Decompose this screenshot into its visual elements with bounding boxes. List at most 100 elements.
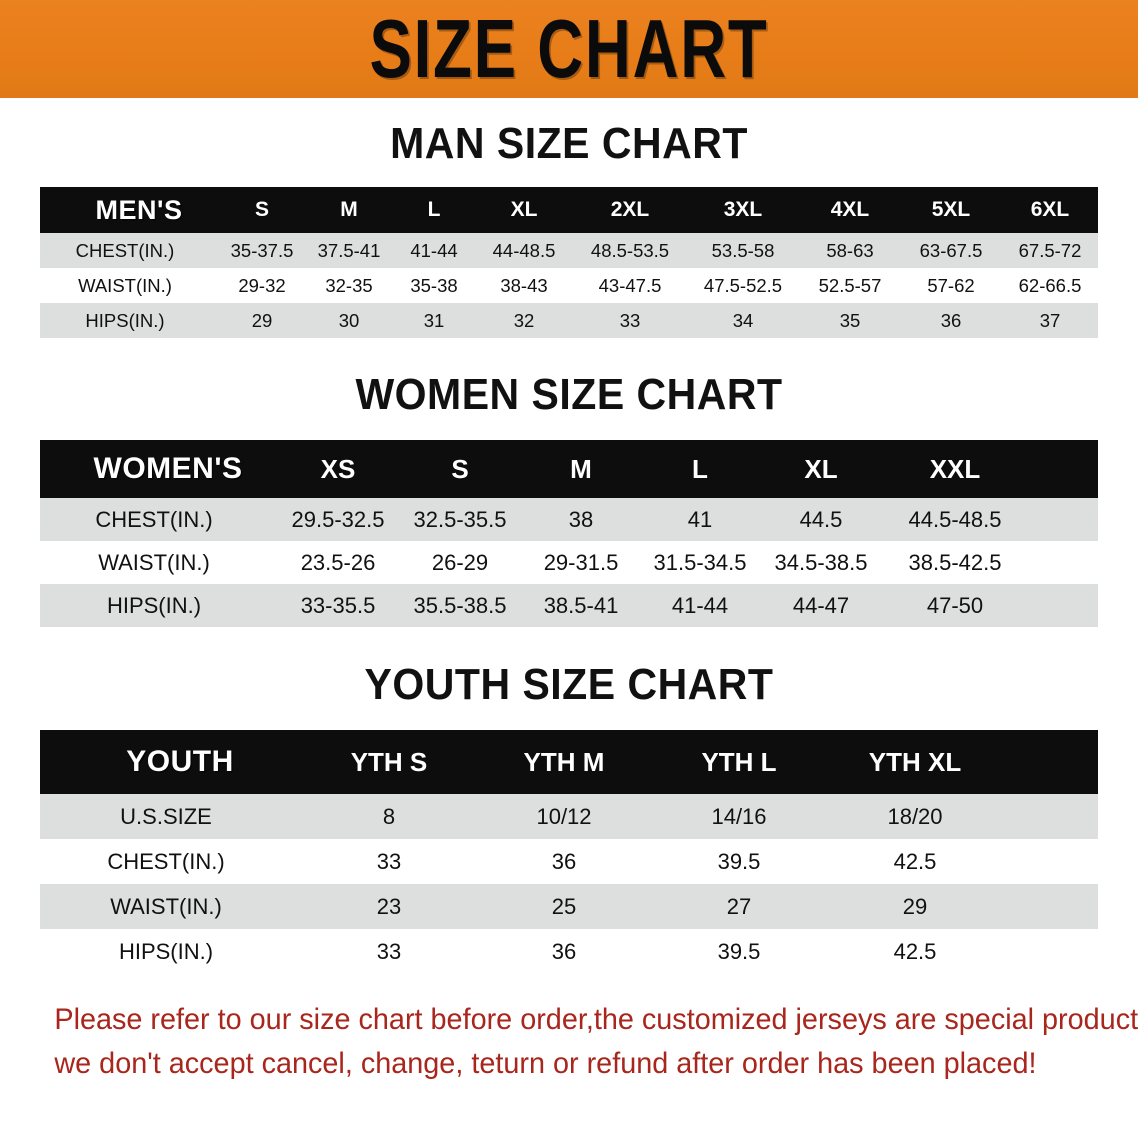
table-cell: 25 — [551, 893, 577, 919]
women-size-col-s: S — [451, 453, 469, 484]
table-cell: 36 — [551, 938, 577, 964]
youth-section-title: YOUTH SIZE CHART — [364, 659, 774, 709]
table-cell: 36 — [551, 848, 577, 874]
table-cell-spacer — [1004, 884, 1098, 929]
man-size-col-l: L — [427, 198, 441, 221]
man-size-col-4xl: 4XL — [830, 198, 870, 221]
youth-size-col-xl: YTH XL — [868, 746, 962, 777]
table-row: U.S.SIZE 8 10/12 14/16 18/20 — [40, 794, 1098, 839]
table-cell-spacer — [1028, 584, 1098, 627]
table-cell: 38.5-42.5 — [908, 549, 1002, 575]
table-cell: 33 — [376, 938, 402, 964]
table-cell: 52.5-57 — [818, 274, 882, 296]
women-row-label-chest: CHEST(IN.) — [95, 506, 213, 532]
table-cell: 38 — [568, 506, 594, 532]
women-size-col-m: M — [570, 453, 592, 484]
table-cell: 26-29 — [431, 549, 489, 575]
return-policy-line-2: we don't accept cancel, change, teturn o… — [54, 1046, 1037, 1080]
table-cell: 27 — [726, 893, 752, 919]
table-cell: 23 — [376, 893, 402, 919]
table-cell: 29-32 — [238, 274, 286, 296]
table-cell: 58-63 — [826, 239, 874, 261]
women-header-label: WOMEN'S — [93, 452, 243, 485]
table-cell: 39.5 — [717, 848, 761, 874]
table-cell: 31.5-34.5 — [653, 549, 747, 575]
youth-size-col-l: YTH L — [701, 746, 777, 777]
table-cell: 41-44 — [410, 239, 458, 261]
table-cell: 29 — [251, 309, 273, 331]
table-cell: 44.5-48.5 — [908, 506, 1002, 532]
table-row: HIPS(IN.) 33 36 39.5 42.5 — [40, 929, 1098, 974]
women-size-table: WOMEN'S XS S M L XL XXL CHEST(IN.) 29.5-… — [40, 440, 1098, 627]
table-cell-spacer — [1004, 839, 1098, 884]
table-cell: 44.5 — [799, 506, 843, 532]
table-cell: 42.5 — [893, 848, 937, 874]
man-size-section: MAN SIZE CHART MEN'S S M L XL 2XL 3XL 4X… — [0, 119, 1138, 338]
man-size-col-6xl: 6XL — [1030, 198, 1070, 221]
table-cell: 35-38 — [410, 274, 458, 296]
table-cell: 33 — [619, 309, 641, 331]
youth-size-col-s: YTH S — [350, 746, 428, 777]
table-row: WAIST(IN.) 29-32 32-35 35-38 38-43 43-47… — [40, 268, 1098, 303]
table-cell-spacer — [1004, 929, 1098, 974]
table-cell: 44-48.5 — [492, 239, 556, 261]
man-size-table: MEN'S S M L XL 2XL 3XL 4XL 5XL 6XL CHEST… — [40, 187, 1098, 338]
table-cell: 42.5 — [893, 938, 937, 964]
women-row-label-hips: HIPS(IN.) — [106, 592, 202, 618]
man-size-col-5xl: 5XL — [931, 198, 971, 221]
table-cell: 37.5-41 — [317, 239, 381, 261]
man-row-label-waist: WAIST(IN.) — [78, 274, 172, 296]
women-row-label-waist: WAIST(IN.) — [98, 549, 210, 575]
table-cell: 41 — [687, 506, 713, 532]
table-cell: 36 — [940, 309, 962, 331]
table-cell: 35-37.5 — [230, 239, 294, 261]
table-cell: 31 — [423, 309, 445, 331]
man-row-label-chest: CHEST(IN.) — [75, 239, 175, 261]
man-row-label-hips: HIPS(IN.) — [85, 309, 165, 331]
table-cell: 43-47.5 — [598, 274, 662, 296]
youth-size-table: YOUTH YTH S YTH M YTH L YTH XL U.S.SIZE … — [40, 730, 1098, 974]
table-cell: 32.5-35.5 — [413, 506, 507, 532]
women-size-col-xxl: XXL — [929, 453, 981, 484]
table-cell: 34.5-38.5 — [774, 549, 868, 575]
table-row: CHEST(IN.) 35-37.5 37.5-41 41-44 44-48.5… — [40, 233, 1098, 268]
return-policy-line-1: Please refer to our size chart before or… — [54, 1003, 1138, 1036]
youth-table-header-row: YOUTH YTH S YTH M YTH L YTH XL — [40, 730, 1098, 794]
table-cell: 38.5-41 — [543, 592, 619, 618]
women-table-header-row: WOMEN'S XS S M L XL XXL — [40, 440, 1098, 498]
table-cell: 47.5-52.5 — [703, 274, 783, 296]
return-policy-note: Please refer to our size chart before or… — [39, 998, 1138, 1085]
table-cell: 53.5-58 — [711, 239, 775, 261]
table-cell: 47-50 — [926, 592, 984, 618]
table-cell: 29 — [902, 893, 928, 919]
table-row: CHEST(IN.) 33 36 39.5 42.5 — [40, 839, 1098, 884]
youth-size-col-m: YTH M — [523, 746, 605, 777]
women-size-section: WOMEN SIZE CHART WOMEN'S XS S M L XL XXL… — [0, 370, 1138, 627]
table-row: WAIST(IN.) 23.5-26 26-29 29-31.5 31.5-34… — [40, 541, 1098, 584]
table-row: HIPS(IN.) 29 30 31 32 33 34 35 36 37 — [40, 303, 1098, 338]
table-cell: 35.5-38.5 — [413, 592, 507, 618]
table-cell: 30 — [338, 309, 360, 331]
table-cell: 8 — [382, 803, 396, 829]
table-cell: 18/20 — [887, 803, 943, 829]
youth-size-col-spacer — [1004, 730, 1098, 794]
table-cell-spacer — [1004, 794, 1098, 839]
table-cell: 29-31.5 — [543, 549, 619, 575]
table-cell: 33 — [376, 848, 402, 874]
women-size-col-xl: XL — [804, 453, 838, 484]
youth-header-label: YOUTH — [126, 745, 234, 778]
man-header-label: MEN'S — [95, 194, 183, 225]
table-cell: 67.5-72 — [1018, 239, 1082, 261]
table-cell: 10/12 — [536, 803, 592, 829]
women-size-col-spacer — [1028, 440, 1098, 498]
table-row: HIPS(IN.) 33-35.5 35.5-38.5 38.5-41 41-4… — [40, 584, 1098, 627]
table-cell: 35 — [839, 309, 861, 331]
table-cell: 32-35 — [325, 274, 373, 296]
table-cell: 57-62 — [927, 274, 975, 296]
table-cell: 33-35.5 — [300, 592, 376, 618]
table-cell: 38-43 — [500, 274, 548, 296]
man-size-col-s: S — [254, 198, 269, 221]
table-cell: 44-47 — [792, 592, 850, 618]
man-size-col-m: M — [340, 198, 358, 221]
table-cell: 63-67.5 — [919, 239, 983, 261]
